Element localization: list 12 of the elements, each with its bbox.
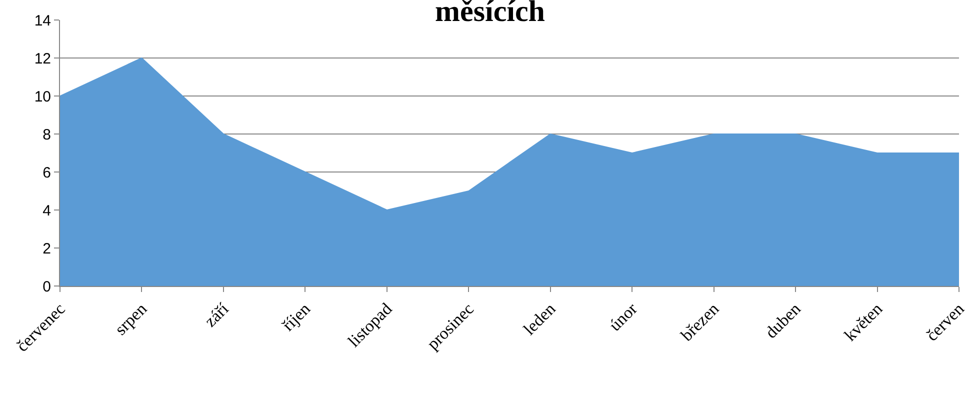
y-tick-label: 6 [42,164,51,182]
y-tick-label: 10 [34,88,51,106]
x-tick-label: říjen [278,298,314,335]
y-tick-label: 2 [42,240,51,258]
y-tick-label: 4 [42,202,51,220]
y-tick-label: 12 [34,50,51,68]
chart-title: měsících [435,0,546,28]
x-tick-label: únor [605,299,642,335]
y-tick-label: 8 [42,126,51,144]
x-tick-label: září [200,299,232,331]
y-tick-label: 0 [42,278,51,296]
y-tick-label: 14 [34,12,51,30]
